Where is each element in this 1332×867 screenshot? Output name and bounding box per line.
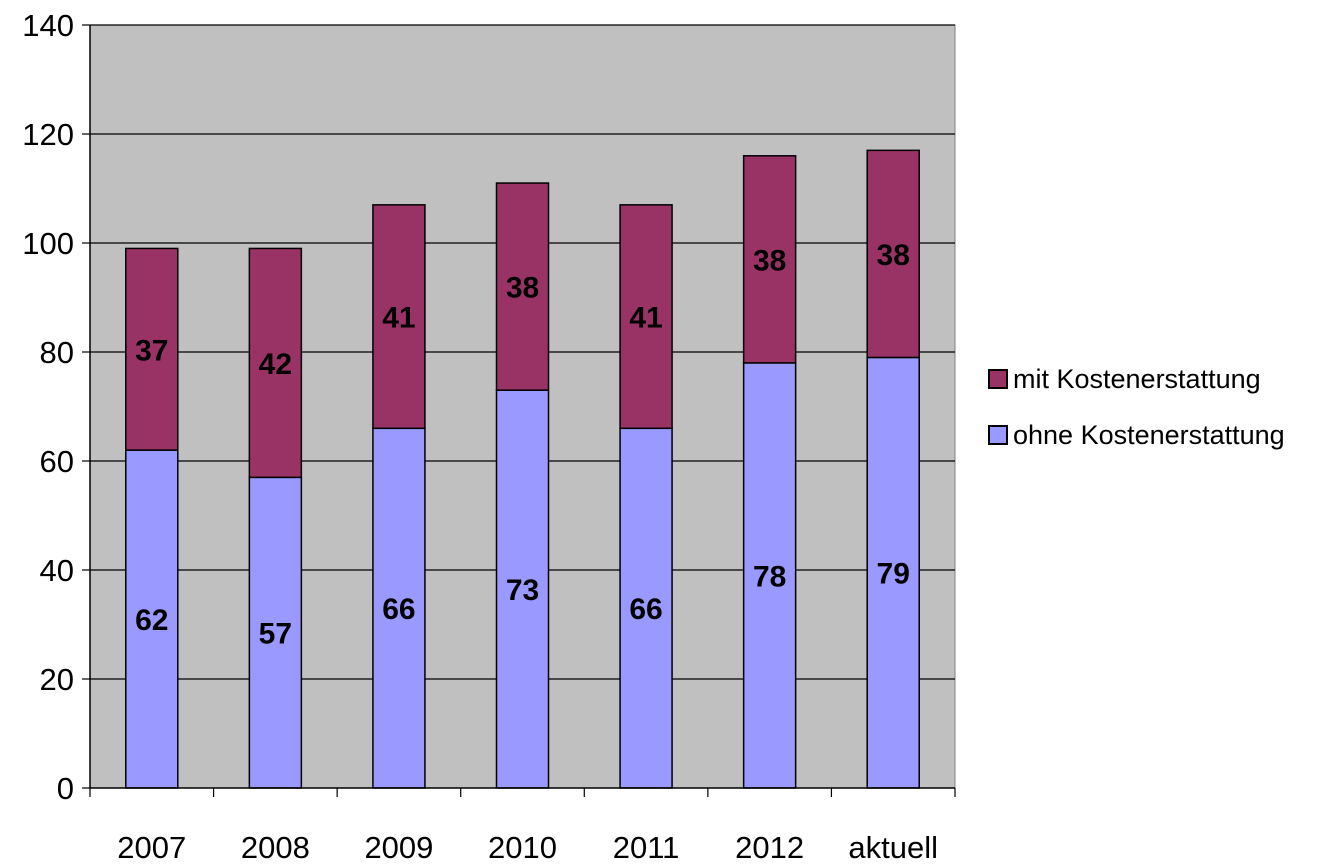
data-label: 42 — [259, 348, 292, 381]
legend-label-mit: mit Kostenerstattung — [1013, 363, 1261, 394]
bar-segment — [248, 247, 303, 479]
y-axis-tick-labels: 0 20 40 60 80 100 120 140 — [22, 8, 74, 806]
bar-segment — [742, 362, 797, 789]
data-labels: 62 37 57 42 66 41 73 38 66 41 78 38 79 38 — [135, 239, 910, 651]
bars — [125, 149, 920, 789]
y-tick-label: 40 — [40, 553, 74, 588]
x-tick-label: 2008 — [241, 830, 310, 865]
legend-item-ohne: ohne Kostenerstattung — [988, 418, 1318, 452]
data-label: 73 — [506, 574, 539, 607]
legend-item-mit: mit Kostenerstattung — [988, 362, 1318, 396]
data-label: 38 — [877, 239, 910, 272]
data-label: 79 — [877, 558, 910, 591]
data-label: 66 — [382, 593, 415, 626]
data-label: 57 — [259, 618, 292, 651]
data-label: 78 — [753, 560, 786, 593]
bar-segment — [248, 476, 303, 789]
bar-segment — [866, 149, 920, 359]
bar-segment — [495, 182, 550, 391]
y-tick-label: 60 — [40, 444, 74, 479]
y-tick-label: 140 — [22, 8, 74, 43]
legend-label-ohne: ohne Kostenerstattung — [1013, 419, 1285, 450]
data-label: 41 — [382, 302, 415, 335]
x-tick-label: 2012 — [735, 830, 804, 865]
data-label: 38 — [753, 244, 786, 277]
data-label: 38 — [506, 272, 539, 305]
data-label: 37 — [135, 334, 168, 367]
y-tick-label: 100 — [22, 226, 74, 261]
x-tick-label: 2007 — [117, 830, 186, 865]
y-tick-label: 0 — [57, 771, 74, 806]
y-tick-label: 20 — [40, 662, 74, 697]
bar-segment — [372, 427, 426, 789]
x-tick-label: 2010 — [488, 830, 557, 865]
bar-segment — [866, 356, 920, 789]
data-label: 62 — [135, 604, 168, 637]
y-tick-label: 120 — [22, 117, 74, 152]
legend-swatch-ohne — [988, 425, 1008, 445]
bar-segment — [619, 427, 673, 789]
bar-segment — [125, 449, 179, 789]
x-tick-label: aktuell — [848, 830, 938, 865]
data-label: 66 — [629, 593, 662, 626]
legend: mit Kostenerstattung ohne Kostenerstattu… — [988, 362, 1318, 474]
bar-segment — [742, 155, 797, 364]
x-tick-label: 2009 — [364, 830, 433, 865]
x-tick-label: 2011 — [613, 830, 680, 865]
y-tick-label: 80 — [40, 335, 74, 370]
bar-segment — [495, 389, 550, 789]
bar-segment — [125, 247, 179, 451]
legend-swatch-mit — [988, 369, 1008, 389]
bar-segment — [619, 204, 673, 430]
axes — [82, 24, 956, 797]
data-label: 41 — [629, 302, 662, 335]
x-axis-tick-labels: 2007 2008 2009 2010 2011 2012 aktuell — [117, 830, 938, 865]
bar-segment — [372, 204, 426, 430]
